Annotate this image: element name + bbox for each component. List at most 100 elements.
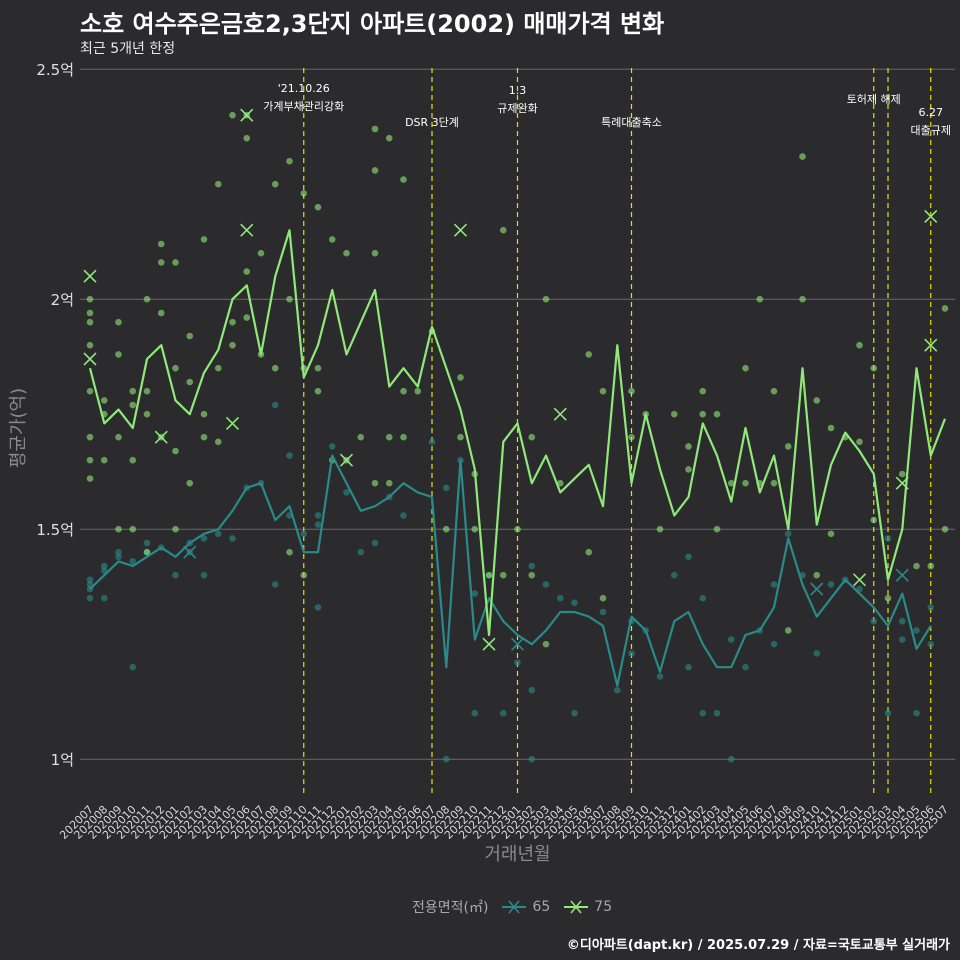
transaction-point-75 <box>86 318 94 326</box>
legend-label-75: 75 <box>594 899 613 915</box>
chart-title: 소호 여수주은금호2,3단지 아파트(2002) 매매가격 변화 <box>80 10 665 38</box>
transaction-point-65 <box>628 650 635 657</box>
transaction-point-65 <box>343 489 350 496</box>
transaction-point-75 <box>585 548 593 556</box>
transaction-point-75 <box>599 387 607 395</box>
cancelled-stroke <box>895 568 909 582</box>
transaction-point-65 <box>827 581 835 588</box>
cancelled-stroke <box>482 637 496 651</box>
transaction-point-75 <box>271 180 279 188</box>
transaction-point-75 <box>86 433 94 441</box>
transaction-point-65 <box>528 562 536 570</box>
cancelled-stroke <box>924 209 938 223</box>
cancelled-stroke <box>240 223 254 237</box>
transaction-point-65 <box>770 640 778 648</box>
policy-event-lines <box>303 68 932 796</box>
transaction-point-65 <box>913 627 920 634</box>
transaction-point-75 <box>400 387 407 395</box>
cancelled-stroke <box>225 416 240 430</box>
transaction-point-75 <box>471 525 479 533</box>
transaction-point-75 <box>927 562 935 570</box>
transaction-point-75 <box>713 410 721 418</box>
legend-label-65: 65 <box>532 899 551 915</box>
legend: 전용면적(㎡) 65 75 <box>412 897 618 917</box>
transaction-point-75 <box>870 364 878 372</box>
cancelled-stroke <box>83 269 97 283</box>
transaction-point-75 <box>100 397 108 404</box>
transaction-point-65 <box>556 594 564 602</box>
legend-title: 전용면적(㎡) <box>412 900 489 916</box>
cancelled-mark-75 <box>240 223 254 237</box>
transaction-point-75 <box>699 410 707 418</box>
transaction-point-75 <box>300 571 308 579</box>
transaction-point-75 <box>143 387 151 395</box>
legend-item-75: 75 <box>562 899 618 915</box>
transaction-point-75 <box>514 525 521 533</box>
transaction-point-65 <box>699 594 707 602</box>
transaction-point-65 <box>371 539 379 547</box>
transaction-point-65 <box>927 604 935 611</box>
transaction-point-65 <box>528 686 536 694</box>
transaction-point-75 <box>784 627 792 634</box>
x-axis-title: 거래년월 <box>484 844 550 865</box>
cancelled-stroke <box>453 223 468 237</box>
transaction-point-65 <box>571 599 578 607</box>
transaction-point-75 <box>941 305 949 312</box>
transaction-point-75 <box>556 479 564 487</box>
y-tick-label: 2.5억 <box>36 61 74 79</box>
cancelled-mark-65 <box>183 545 197 559</box>
transaction-point-75 <box>86 295 94 303</box>
transaction-point-75 <box>528 571 536 579</box>
transaction-point-75 <box>528 433 536 441</box>
transaction-point-65 <box>86 594 94 602</box>
transaction-point-75 <box>229 341 236 349</box>
cancelled-mark-75 <box>482 637 496 651</box>
transaction-point-65 <box>784 530 792 538</box>
transaction-point-65 <box>229 535 236 542</box>
transaction-point-65 <box>742 663 749 671</box>
transaction-point-75 <box>898 470 906 478</box>
cancelled-stroke <box>852 573 867 587</box>
transaction-point-75 <box>371 479 379 487</box>
transaction-point-75 <box>243 268 251 275</box>
transaction-point-75 <box>499 226 507 234</box>
cancelled-mark-65 <box>810 582 824 596</box>
transaction-point-75 <box>813 571 821 579</box>
transaction-point-75 <box>115 433 122 441</box>
transaction-point-75 <box>172 364 179 372</box>
transaction-point-75 <box>827 530 835 538</box>
transaction-point-65 <box>442 484 450 492</box>
transaction-point-65 <box>86 576 94 584</box>
transaction-point-75 <box>414 387 422 395</box>
transaction-point-65 <box>314 604 322 611</box>
transaction-point-65 <box>727 636 735 643</box>
y-tick-label: 1억 <box>51 751 74 769</box>
series-line-65 <box>89 454 932 687</box>
transaction-point-65 <box>685 553 692 561</box>
transaction-point-75 <box>457 374 464 381</box>
transaction-point-65 <box>200 535 208 542</box>
transaction-point-75 <box>172 447 179 455</box>
transaction-point-75 <box>742 479 749 487</box>
transaction-point-75 <box>685 466 692 473</box>
event-label: '21.10.26 <box>278 82 330 95</box>
transaction-point-65 <box>328 443 336 450</box>
transaction-point-75 <box>770 479 778 487</box>
cancelled-mark-75 <box>225 416 240 430</box>
transaction-point-75 <box>542 295 550 303</box>
transaction-point-75 <box>115 318 122 326</box>
transaction-point-75 <box>371 125 379 133</box>
transaction-point-65 <box>528 755 536 763</box>
transaction-point-75 <box>157 240 165 248</box>
transaction-point-65 <box>471 709 479 717</box>
transaction-point-65 <box>357 548 365 556</box>
transaction-point-75 <box>129 401 137 409</box>
transaction-point-75 <box>799 295 806 303</box>
transaction-point-75 <box>271 364 279 372</box>
cancelled-stroke <box>810 582 824 596</box>
transaction-point-75 <box>884 594 892 602</box>
transaction-point-65 <box>884 535 892 542</box>
transaction-point-75 <box>200 410 208 418</box>
average-price-lines <box>88 229 947 687</box>
transaction-point-65 <box>286 452 293 459</box>
